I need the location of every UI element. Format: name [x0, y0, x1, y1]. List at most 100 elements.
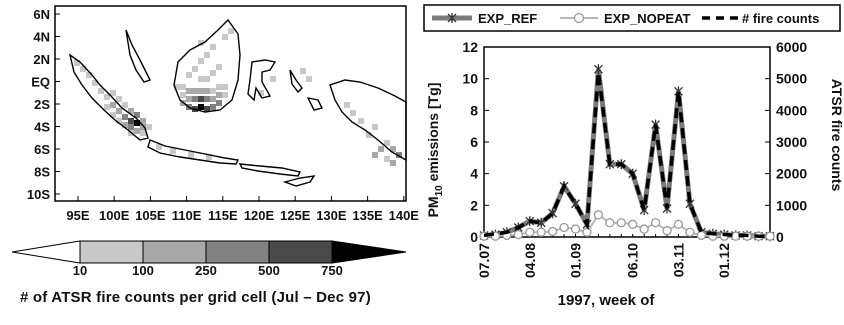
fire-count-cell — [198, 88, 204, 94]
coast-malay-peninsula — [125, 29, 151, 83]
fire-count-cell — [80, 66, 86, 72]
y-left-tick-label: 6 — [470, 134, 478, 150]
fire-count-cell — [140, 130, 146, 136]
fire-count-cell — [192, 66, 198, 72]
series-point — [650, 218, 661, 228]
series-point — [513, 229, 523, 240]
fire-count-cell — [156, 144, 162, 150]
fire-count-cell — [366, 132, 372, 138]
fire-count-cell — [180, 84, 186, 90]
y-right-tick-label: 2000 — [776, 166, 807, 182]
series--fire-counts — [483, 72, 770, 238]
fire-count-cell — [358, 118, 364, 124]
coastlines — [68, 18, 407, 187]
coast-new-guinea — [329, 79, 407, 162]
y-axis-left-label: PM10 emissions [Tg] — [425, 83, 445, 218]
chart-legend: EXP_REF EXP_NOPEAT # fire counts — [423, 4, 841, 32]
map-panel: 6N 4N 2N EQ 2S 4S 6S 8S 10S 95E 100E 105E 110E 115E 1… — [0, 0, 420, 320]
colorbar-tick-label: 750 — [321, 263, 343, 278]
fire-count-cell — [186, 72, 192, 78]
series-point — [536, 217, 546, 228]
y-axis-left: 0 2 4 6 8 10 12 — [462, 39, 489, 245]
series-point — [696, 230, 707, 241]
fire-count-cell — [372, 152, 378, 158]
lon-tick-label: 135E — [352, 208, 383, 223]
lon-tick-label: 140E — [389, 208, 420, 223]
fire-count-cell — [192, 88, 198, 94]
fire-count-cell — [122, 122, 128, 128]
legend-swatch-marker — [447, 13, 457, 23]
fire-count-cell — [210, 70, 216, 76]
fire-count-cell — [222, 84, 228, 90]
series-layer — [479, 64, 775, 242]
longitude-ticks: 95E 100E 105E 110E 115E 120E 125E 130E 135E 140E — [66, 196, 419, 223]
y-right-tick-label: 5000 — [776, 71, 807, 87]
fire-count-cell — [134, 128, 140, 134]
y-right-tick-label: 6000 — [776, 39, 807, 55]
fire-count-cell — [110, 102, 116, 108]
y-right-tick-label: 0 — [776, 229, 784, 245]
fire-count-cell — [170, 148, 176, 154]
plot-border — [483, 46, 771, 238]
colorbar-high-arrow — [331, 240, 407, 264]
lon-tick-label: 95E — [66, 208, 89, 223]
series-point — [639, 224, 649, 234]
fire-count-cell — [174, 84, 180, 90]
coast-lesser-sunda — [238, 163, 302, 177]
fire-count-cell — [188, 152, 194, 158]
colorbar-low-arrow — [11, 240, 81, 264]
fire-count-cell — [306, 76, 312, 82]
fire-count-cell — [122, 114, 128, 120]
colorbar-segment — [205, 240, 270, 264]
fire-count-cell — [198, 76, 204, 82]
y-right-tick-label: 3000 — [776, 134, 807, 150]
fire-count-cell — [140, 118, 146, 124]
legend-swatch-marker — [573, 12, 585, 24]
lon-tick-label: 130E — [316, 208, 347, 223]
y-left-tick-label: 12 — [462, 39, 478, 55]
fire-count-cell — [204, 88, 210, 94]
y-right-tick-label: 4000 — [776, 102, 807, 118]
fire-count-cell — [210, 88, 216, 94]
lat-tick-label: 4N — [33, 30, 50, 45]
fire-count-cell — [210, 44, 216, 50]
y-left-tick-label: 0 — [470, 229, 478, 245]
y-left-tick-label: 8 — [470, 102, 478, 118]
colorbar: 10 100 250 500 750 — [11, 240, 407, 278]
series-point — [685, 227, 695, 237]
coast-sulawesi — [247, 59, 277, 102]
fire-count-cell — [210, 104, 216, 110]
fire-count-cell — [350, 110, 356, 116]
fire-count-map: 6N 4N 2N EQ 2S 4S 6S 8S 10S 95E 100E 105E 110E 115E 1… — [11, 5, 419, 278]
y-left-tick-label: 10 — [462, 71, 478, 87]
map-frame — [54, 5, 407, 202]
series-point — [605, 218, 615, 228]
series-point — [765, 231, 775, 241]
fire-count-cell — [258, 90, 264, 96]
lon-tick-label: 110E — [172, 208, 202, 223]
colorbar-caption: # of ATSR fire counts per grid cell (Jul… — [20, 289, 371, 306]
series-point — [673, 219, 684, 229]
lon-tick-label: 120E — [244, 208, 275, 223]
fire-count-cell — [180, 92, 186, 98]
fire-count-cell — [396, 152, 402, 158]
series-line — [483, 72, 770, 238]
lat-tick-label: 2N — [33, 52, 50, 67]
ylabel-left-sub: 10 — [434, 185, 445, 197]
fire-count-cell — [198, 58, 204, 64]
fire-count-cell — [192, 96, 198, 102]
emissions-line-chart: EXP_REF EXP_NOPEAT # fire counts 0 2 4 6 8 10 12… — [423, 4, 844, 309]
fire-count-cell — [222, 34, 228, 40]
fire-count-cell — [204, 106, 210, 112]
fire-count-cell — [86, 72, 92, 78]
fire-count-cell — [372, 124, 378, 130]
fire-count-cell — [204, 96, 210, 102]
colorbar-segment — [79, 240, 144, 264]
coast-sumatra — [68, 53, 149, 141]
fire-count-cell — [146, 124, 152, 130]
fire-count-cell — [128, 124, 134, 130]
fire-count-cell — [116, 96, 122, 102]
y-axis-right-label: ATSR fire counts — [829, 79, 844, 192]
lat-tick-label: 6N — [33, 7, 50, 22]
fire-count-cell — [128, 118, 134, 124]
